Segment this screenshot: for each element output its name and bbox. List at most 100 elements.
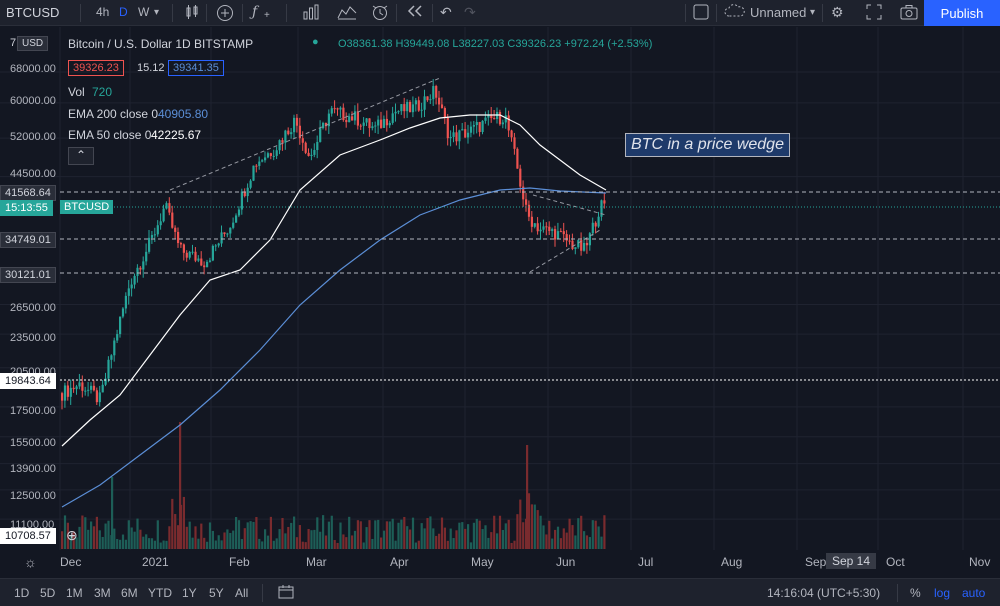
range-ytd[interactable]: YTD [148, 586, 172, 600]
range-1m[interactable]: 1M [66, 586, 83, 600]
candle-body [539, 229, 542, 232]
volume-bar [61, 531, 64, 549]
volume-bar [588, 537, 591, 549]
candle-body [556, 231, 560, 240]
financials-icon[interactable] [302, 4, 320, 23]
range-3m[interactable]: 3M [94, 586, 111, 600]
symbol-title[interactable]: Bitcoin / U.S. Dollar 1D BITSTAMP [68, 37, 254, 51]
candle-body [510, 130, 513, 138]
candle-body [284, 130, 287, 143]
log-toggle[interactable]: log [934, 586, 951, 600]
camera-icon[interactable] [900, 4, 918, 23]
volume-bar [246, 522, 249, 549]
chevron-down-icon[interactable]: ▾ [154, 7, 160, 18]
ema200-label[interactable]: EMA 200 close 0 [68, 107, 159, 121]
candle-body [81, 382, 84, 391]
volume-bar [568, 518, 571, 549]
collapse-legend-button[interactable]: ⌃ [68, 147, 94, 165]
date-range-icon[interactable] [278, 584, 294, 603]
time-tick: Sep [805, 555, 827, 569]
buy-price[interactable]: 39341.35 [168, 60, 224, 76]
volume-bar [171, 498, 174, 549]
volume-bar [458, 522, 461, 549]
volume-label[interactable]: Vol [68, 85, 85, 99]
publish-button[interactable]: Publish [924, 0, 1000, 26]
price-tick: 26500.00 [10, 302, 56, 314]
volume-bar [403, 516, 406, 549]
range-1y[interactable]: 1Y [182, 586, 197, 600]
volume-bar [391, 518, 394, 549]
timeframe-w[interactable]: W [138, 5, 150, 19]
candle-body [391, 113, 394, 123]
range-1d[interactable]: 1D [14, 586, 30, 600]
volume-bar [66, 522, 69, 549]
candles-icon[interactable] [184, 4, 200, 23]
timeframe-d[interactable]: D [119, 5, 128, 19]
candle-body [319, 128, 322, 142]
auto-toggle[interactable]: auto [962, 586, 986, 600]
volume-bar [136, 518, 139, 549]
price-chart[interactable] [0, 27, 1000, 550]
timeframe-4h[interactable]: 4h [96, 5, 110, 19]
percent-toggle[interactable]: % [910, 586, 921, 600]
sell-price[interactable]: 39326.23 [68, 60, 124, 76]
candle-body [533, 223, 536, 227]
horizontal-lines [60, 191, 1000, 381]
candle-body [293, 117, 296, 133]
checkbox-icon[interactable] [693, 4, 709, 23]
volume-bar [301, 541, 304, 549]
price-marker: 34749.01 [0, 232, 56, 248]
range-5y[interactable]: 5Y [209, 586, 224, 600]
indicators-icon[interactable]: ƒ [252, 4, 258, 20]
candle-body [116, 334, 119, 341]
range-6m[interactable]: 6M [121, 586, 138, 600]
volume-value: 720 [92, 85, 113, 99]
price-marker: 30121.01 [0, 267, 56, 283]
volume-bar [565, 532, 568, 549]
volume-bar [333, 540, 336, 549]
candle-body [113, 340, 116, 356]
candle-body [261, 160, 264, 162]
add-price-icon[interactable]: ⊕ [66, 527, 78, 543]
candle-body [281, 140, 284, 143]
candle-body [327, 113, 330, 127]
range-all[interactable]: All [235, 586, 249, 600]
volume-bar [139, 529, 142, 549]
candle-body [519, 168, 522, 187]
undo-icon[interactable]: ↶ [440, 4, 452, 20]
volume-bar [542, 525, 545, 549]
annotation-label[interactable]: BTC in a price wedge [625, 133, 790, 157]
candle-body [101, 384, 104, 393]
clock-timezone[interactable]: 14:16:04 (UTC+5:30) [767, 586, 881, 600]
volume-bar [382, 530, 386, 549]
alert-icon[interactable] [370, 4, 390, 25]
candle-body [136, 267, 139, 276]
volume-bar [600, 536, 603, 549]
candle-body [574, 247, 577, 249]
volume-bar [478, 520, 481, 549]
chevron-down-icon[interactable]: ▾ [810, 7, 816, 18]
candle-body [588, 233, 591, 246]
replay-icon[interactable] [406, 4, 424, 21]
volume-bar [446, 540, 449, 549]
candle-body [220, 232, 223, 244]
add-indicator-icon[interactable] [216, 4, 234, 25]
ema50-label[interactable]: EMA 50 close 0 [68, 128, 152, 142]
gear-icon[interactable]: ⚙ [831, 4, 844, 20]
volume-bar [119, 539, 122, 549]
currency-label[interactable]: USD [17, 36, 49, 51]
volume-bar [493, 515, 496, 549]
range-5d[interactable]: 5D [40, 586, 56, 600]
fullscreen-icon[interactable] [866, 4, 882, 23]
symbol-search[interactable]: BTCUSD [6, 5, 60, 20]
divider [897, 584, 898, 602]
ema200-value: 40905.80 [158, 107, 209, 121]
volume-bar [400, 519, 403, 549]
settings-icon[interactable]: ☼ [24, 554, 37, 570]
layout-name[interactable]: Unnamed [750, 5, 807, 20]
volume-bar [116, 539, 119, 549]
compare-icon[interactable] [337, 4, 357, 23]
volume-bar [484, 525, 487, 549]
candle-body [269, 153, 272, 156]
wedge-upper-line [532, 194, 607, 216]
